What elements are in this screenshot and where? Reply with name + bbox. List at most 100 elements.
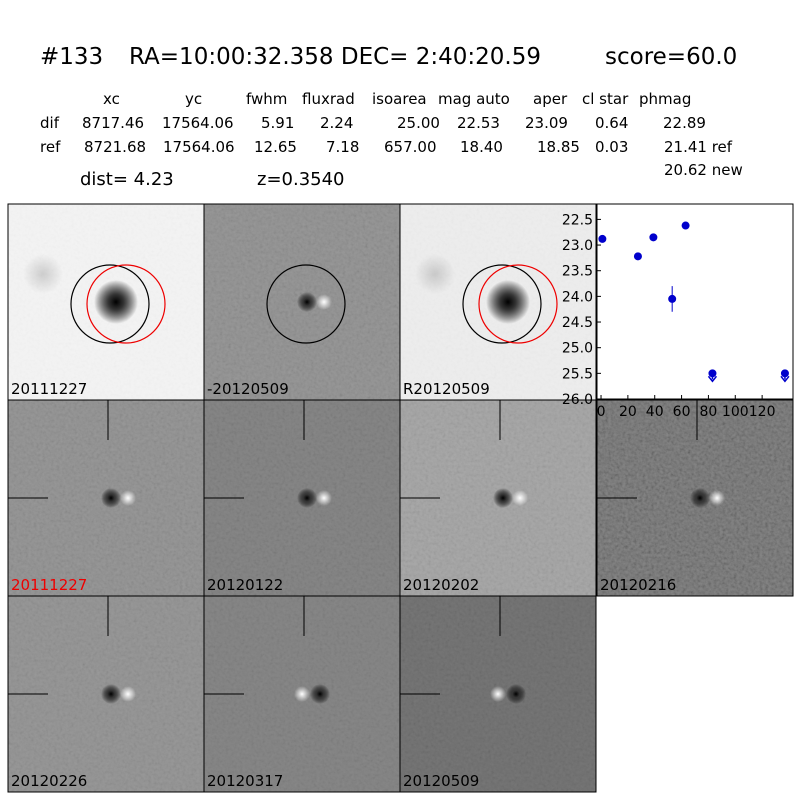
aperture [462,264,542,344]
image-panel: 20120202 [399,399,597,597]
x-tick-label: 60 [673,404,691,420]
y-tick-label: 26.0 [562,392,593,408]
y-tick-label: 25.5 [562,366,593,382]
image-panel: 20120216 [596,399,794,597]
dipole-dark [690,488,710,508]
image-panel: 20120509 [399,595,597,793]
light-curve: 22.5 23.0 23.5 24.0 24.5 25.0 25.5 26.00 20 40 60 8… [562,203,794,420]
dipole-light [490,686,506,702]
table-cell: 18.85 [537,138,580,156]
point [681,221,690,230]
panel-label: 20120216 [600,576,676,594]
table-cell: 0.64 [595,114,628,132]
dipole-light [709,490,725,506]
point [708,369,717,378]
table-cell: 0.03 [595,138,628,156]
y-tick-label: 23.5 [562,264,593,280]
table-cell: 2.24 [320,114,353,132]
x-tick-label: 40 [646,404,664,420]
x-tick-label: 100 [722,404,749,420]
dipole-light [316,294,332,310]
plot-area [596,203,794,400]
panel-label: 20120317 [207,772,283,790]
aperture-ref [86,264,166,344]
column-header: cl star [582,90,629,108]
image-panel: 20120122 [203,399,401,597]
dipole-light [294,686,310,702]
galaxy [486,280,530,324]
dipole-dark [493,488,513,508]
new-mag: 20.62 new [664,161,743,179]
column-header: fwhm [246,90,287,108]
aperture-ref [478,264,558,344]
panel-border [399,595,597,793]
dipole-dark [297,292,317,312]
image-panel: 20111227 [7,203,205,401]
x-tick-label: 20 [619,404,637,420]
point [598,234,607,243]
y-tick-label: 25.0 [562,341,593,357]
panel-label: 20111227 [11,576,87,594]
panel-label: 20120509 [403,772,479,790]
table-cell: 23.09 [525,114,568,132]
aperture [266,264,346,344]
table-cell: 17564.06 [163,138,235,156]
dipole-light [120,686,136,702]
panel-label: R20120509 [403,380,490,398]
x-tick-label: 0 [597,404,606,420]
image-panel: 20120226 [7,595,205,793]
dipole-dark [101,488,121,508]
y-tick-label: 24.0 [562,289,593,305]
dipole-dark [310,684,330,704]
dipole-dark [297,488,317,508]
panel-label: 20111227 [11,380,87,398]
dipole-light [316,490,332,506]
panel-label: 20120122 [207,576,283,594]
table-cell: 18.40 [460,138,503,156]
image-panel: R20120509 [399,203,597,401]
object-id: #133 [40,44,103,70]
image-panel: -20120509 [203,203,401,401]
halo [415,254,455,294]
panel-label: -20120509 [207,380,289,398]
table-cell: 8721.68 [84,138,146,156]
table-cell: 22.89 [663,114,706,132]
y-tick-label: 24.5 [562,315,593,331]
score: score=60.0 [605,44,737,70]
column-header: phmag [639,90,691,108]
table-cell: 17564.06 [162,114,234,132]
point [668,294,677,303]
image-panel: 20111227 [7,399,205,597]
panel-label: 20120202 [403,576,479,594]
table-cell: 21.41 ref [664,138,733,156]
y-tick-label: 23.0 [562,238,593,254]
table-cell: dif [40,114,60,132]
table-cell: 25.00 [397,114,440,132]
table-cell: 12.65 [254,138,297,156]
dipole-light [512,490,528,506]
dipole-dark [506,684,526,704]
image-panel: 20120317 [203,595,401,793]
galaxy [94,280,138,324]
table-cell: 657.00 [384,138,437,156]
dist: dist= 4.23 [80,169,174,190]
redshift: z=0.3540 [257,169,345,190]
table-cell: 7.18 [326,138,359,156]
column-header: mag auto [438,90,510,108]
aperture [70,264,150,344]
column-header: aper [533,90,568,108]
coordinates: RA=10:00:32.358 DEC= 2:40:20.59 [129,44,541,70]
table-cell: 5.91 [261,114,294,132]
column-header: xc [103,90,120,108]
column-header: isoarea [372,90,427,108]
column-header: fluxrad [302,90,355,108]
table-cell: 22.53 [457,114,500,132]
point [780,369,789,378]
point [649,233,658,242]
dipole-dark [101,684,121,704]
table-cell: 8717.46 [82,114,144,132]
x-tick-label: 80 [700,404,718,420]
halo [23,254,63,294]
y-tick-label: 22.5 [562,212,593,228]
